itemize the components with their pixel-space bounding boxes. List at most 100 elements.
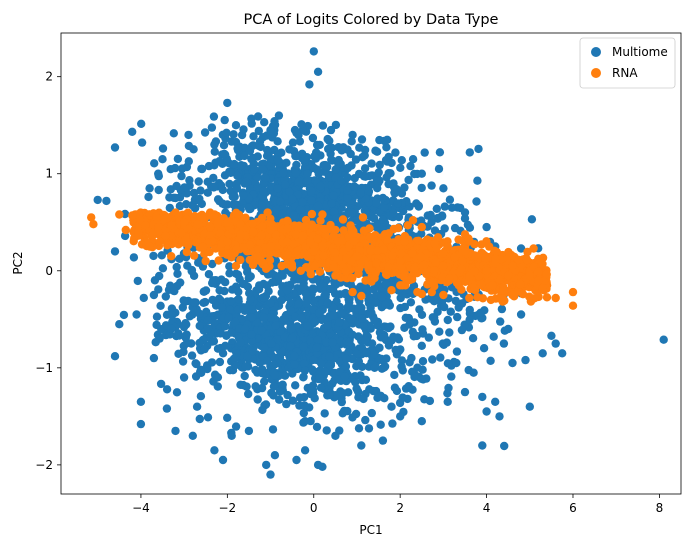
- point-multiome: [307, 196, 316, 205]
- point-multiome: [236, 338, 245, 347]
- point-rna: [288, 263, 297, 272]
- point-multiome: [384, 323, 393, 332]
- point-multiome: [325, 352, 334, 361]
- point-multiome: [409, 332, 418, 341]
- point-multiome: [182, 330, 191, 339]
- point-rna: [315, 267, 325, 276]
- point-rna: [438, 249, 448, 258]
- point-multiome: [215, 286, 224, 295]
- point-multiome: [452, 358, 461, 368]
- point-multiome: [323, 298, 333, 308]
- point-rna: [439, 261, 448, 271]
- point-multiome: [210, 140, 219, 149]
- point-multiome: [357, 135, 367, 144]
- point-multiome: [272, 204, 281, 214]
- point-multiome: [659, 335, 668, 344]
- point-multiome: [434, 164, 444, 174]
- point-rna: [525, 292, 534, 301]
- point-multiome: [194, 177, 203, 186]
- point-multiome: [225, 269, 234, 278]
- point-multiome: [382, 173, 391, 182]
- point-multiome: [295, 205, 305, 214]
- point-multiome: [547, 331, 556, 340]
- point-multiome: [322, 426, 331, 435]
- point-multiome: [224, 313, 233, 323]
- point-multiome: [270, 371, 280, 380]
- point-rna: [477, 240, 486, 249]
- point-multiome: [167, 311, 177, 320]
- point-multiome: [219, 141, 229, 150]
- point-multiome: [313, 67, 323, 77]
- point-multiome: [345, 338, 354, 347]
- point-multiome: [342, 354, 351, 364]
- point-rna: [321, 231, 330, 240]
- point-multiome: [278, 380, 287, 389]
- point-multiome: [223, 98, 232, 108]
- point-multiome: [261, 173, 270, 183]
- point-multiome: [371, 298, 380, 307]
- point-multiome: [194, 258, 203, 267]
- point-rna: [450, 253, 459, 262]
- point-multiome: [115, 320, 124, 329]
- point-multiome: [240, 371, 249, 381]
- point-multiome: [521, 355, 530, 365]
- point-multiome: [156, 301, 165, 310]
- point-rna: [87, 213, 96, 222]
- point-multiome: [516, 310, 526, 319]
- point-multiome: [271, 321, 280, 330]
- point-multiome: [460, 214, 470, 223]
- point-multiome: [476, 308, 485, 317]
- point-rna: [414, 236, 423, 245]
- point-multiome: [310, 394, 319, 403]
- point-multiome: [457, 299, 467, 308]
- point-multiome: [110, 143, 120, 152]
- point-multiome: [299, 281, 308, 291]
- point-multiome: [184, 130, 193, 140]
- point-rna: [232, 245, 241, 254]
- point-multiome: [179, 347, 188, 357]
- point-multiome: [222, 128, 231, 137]
- point-multiome: [170, 286, 179, 296]
- point-multiome: [297, 120, 306, 129]
- point-rna: [394, 223, 403, 233]
- point-rna: [191, 238, 200, 247]
- point-multiome: [381, 280, 391, 289]
- point-multiome: [538, 349, 547, 358]
- point-multiome: [300, 417, 310, 426]
- point-multiome: [139, 293, 148, 303]
- point-multiome: [354, 357, 363, 366]
- point-rna: [348, 287, 357, 297]
- point-multiome: [330, 277, 339, 287]
- point-multiome: [197, 368, 206, 377]
- point-multiome: [457, 325, 467, 335]
- point-multiome: [247, 330, 256, 339]
- point-multiome: [322, 338, 331, 347]
- point-multiome: [482, 407, 491, 416]
- point-rna: [413, 287, 422, 297]
- point-multiome: [527, 215, 537, 224]
- point-rna: [372, 258, 381, 268]
- point-multiome: [308, 365, 317, 374]
- point-multiome: [260, 377, 269, 386]
- point-multiome: [257, 326, 266, 335]
- point-multiome: [218, 199, 227, 208]
- point-multiome: [300, 366, 310, 375]
- point-multiome: [309, 284, 318, 293]
- point-multiome: [497, 304, 507, 314]
- point-rna: [491, 254, 500, 264]
- point-multiome: [233, 144, 242, 153]
- point-multiome: [266, 125, 275, 135]
- point-multiome: [355, 143, 364, 152]
- point-multiome: [325, 390, 334, 400]
- point-rna: [128, 211, 137, 220]
- point-multiome: [351, 378, 360, 387]
- point-multiome: [221, 341, 230, 350]
- point-multiome: [321, 161, 330, 170]
- point-multiome: [289, 211, 298, 220]
- point-multiome: [371, 146, 380, 155]
- point-multiome: [230, 317, 240, 327]
- point-multiome: [269, 360, 279, 370]
- point-multiome: [395, 398, 405, 408]
- point-multiome: [435, 327, 444, 336]
